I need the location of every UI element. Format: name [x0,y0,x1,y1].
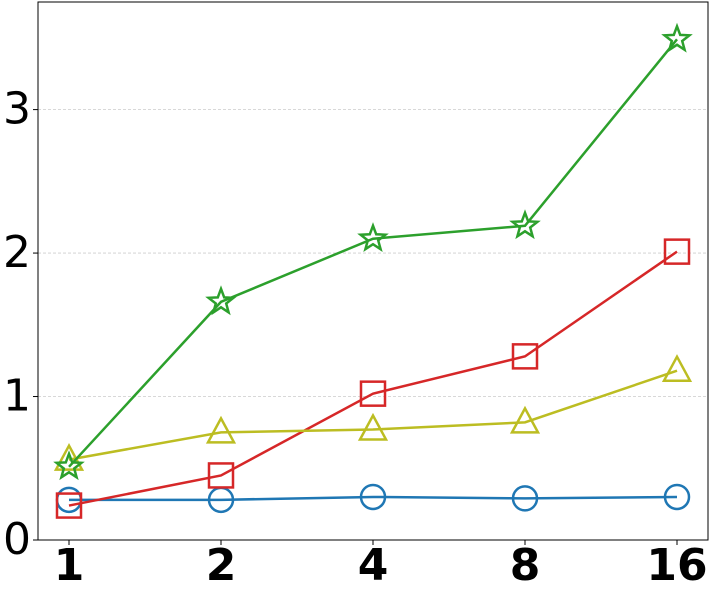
y-tick-label: 0 [3,514,31,565]
marker [357,412,389,441]
x-tick-label: 4 [358,540,389,591]
series-line [68,250,678,507]
plot-frame [37,1,709,541]
marker [55,492,83,519]
marker [663,238,691,265]
series-line [69,495,678,502]
x-tick-label: 16 [646,540,707,591]
marker [357,222,389,253]
marker [207,486,235,514]
marker [661,22,693,53]
marker [359,380,387,407]
y-tick-label: 3 [3,84,31,135]
y-tick-label: 2 [3,227,31,278]
series-line [68,369,678,461]
marker [661,354,693,382]
marker [511,485,539,512]
y-tick-label: 1 [3,371,31,422]
marker [359,483,387,511]
marker [663,483,691,511]
marker [53,443,85,471]
marker [205,415,237,444]
marker [207,462,235,489]
x-tick-label: 8 [510,540,541,591]
x-tick-label: 1 [54,540,85,591]
marker [205,285,237,316]
marker [53,450,85,481]
marker [509,209,541,240]
marker [509,405,541,434]
x-tick-label: 2 [206,540,237,591]
series-line [68,38,678,468]
marker [511,343,539,370]
